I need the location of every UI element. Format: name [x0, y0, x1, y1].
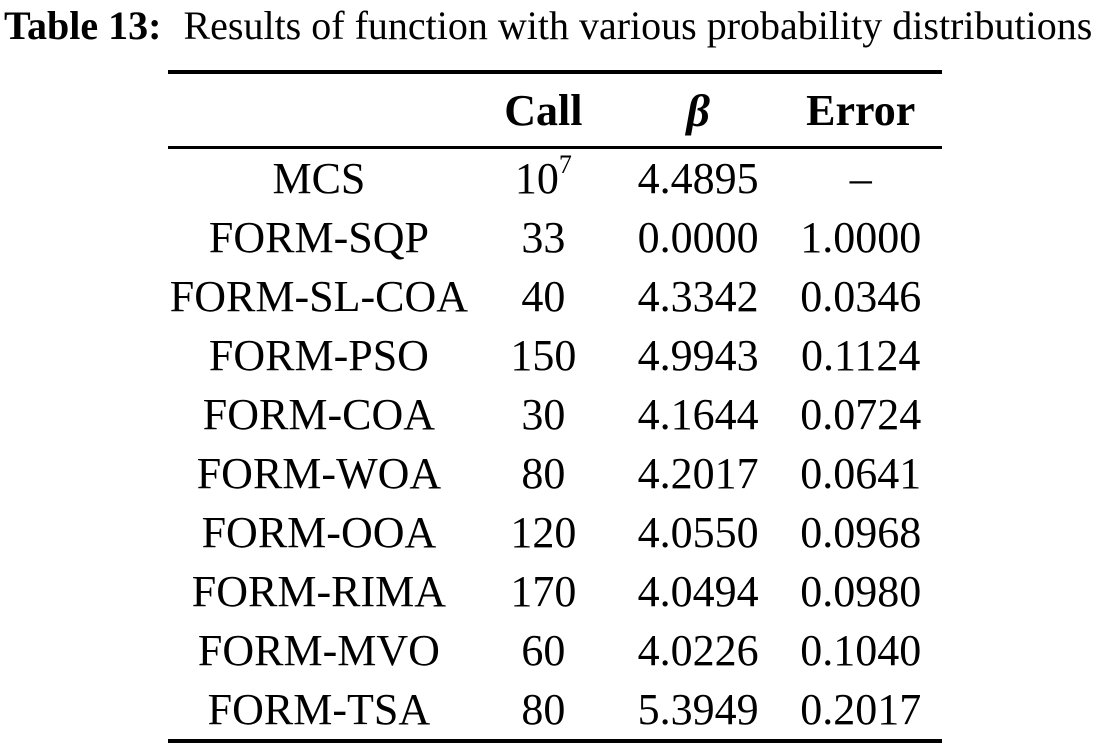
call-value: 40: [521, 271, 566, 321]
results-table: Call β Error MCS 107 4.4895 – FORM-SQP 3…: [168, 70, 942, 743]
call-cell: 107: [470, 148, 617, 209]
table-row: FORM-RIMA 170 4.0494 0.0980: [168, 562, 942, 621]
call-value: 80: [521, 684, 566, 734]
beta-cell: 4.0494: [637, 566, 759, 616]
error-cell: 0.0724: [800, 389, 922, 439]
beta-cell: 5.3949: [637, 684, 759, 734]
beta-cell: 4.1644: [637, 389, 759, 439]
table-row: MCS 107 4.4895 –: [168, 148, 942, 209]
call-cell: 80: [470, 444, 617, 503]
method-cell: FORM-WOA: [196, 448, 442, 498]
error-cell: 1.0000: [800, 212, 922, 262]
table-row: FORM-TSA 80 5.3949 0.2017: [168, 680, 942, 741]
error-cell: 0.1124: [801, 330, 921, 380]
call-cell: 80: [470, 680, 617, 741]
method-cell: FORM-OOA: [201, 507, 437, 557]
error-cell: 0.2017: [800, 684, 922, 734]
method-cell: MCS: [272, 153, 366, 203]
table-row: FORM-SL-COA 40 4.3342 0.0346: [168, 267, 942, 326]
call-value: 33: [521, 212, 566, 262]
error-cell: 0.0968: [800, 507, 922, 557]
table-row: FORM-PSO 150 4.9943 0.1124: [168, 326, 942, 385]
col-header-error: Error: [779, 72, 942, 149]
call-cell: 30: [470, 385, 617, 444]
table-row: FORM-MVO 60 4.0226 0.1040: [168, 621, 942, 680]
table-row: FORM-COA 30 4.1644 0.0724: [168, 385, 942, 444]
error-cell: 0.0641: [800, 448, 922, 498]
col-header-call: Call: [469, 72, 617, 149]
method-cell: FORM-COA: [202, 389, 436, 439]
table-row: FORM-WOA 80 4.2017 0.0641: [168, 444, 942, 503]
beta-cell: 0.0000: [637, 212, 759, 262]
call-value: 170: [510, 566, 577, 616]
beta-cell: 4.9943: [637, 330, 759, 380]
error-cell: –: [849, 153, 872, 203]
table-row: FORM-OOA 120 4.0550 0.0968: [168, 503, 942, 562]
call-cell: 60: [470, 621, 617, 680]
table-caption: Table 13: Results of function with variou…: [4, 0, 1092, 52]
table-header: Call β Error: [168, 72, 942, 149]
method-cell: FORM-MVO: [197, 625, 440, 675]
method-cell: FORM-TSA: [207, 684, 431, 734]
method-cell: FORM-SQP: [208, 212, 429, 262]
beta-cell: 4.4895: [637, 153, 759, 203]
call-cell: 33: [470, 208, 617, 267]
caption-label: Table 13:: [4, 3, 162, 48]
method-cell: FORM-RIMA: [191, 566, 447, 616]
call-value: 30: [521, 389, 566, 439]
call-value: 150: [510, 330, 577, 380]
error-cell: 0.1040: [800, 625, 922, 675]
call-cell: 170: [470, 562, 617, 621]
method-cell: FORM-SL-COA: [169, 271, 469, 321]
beta-cell: 4.3342: [637, 271, 759, 321]
table-row: FORM-SQP 33 0.0000 1.0000: [168, 208, 942, 267]
call-value: 120: [510, 507, 577, 557]
call-cell: 40: [470, 267, 617, 326]
call-exponent: 7: [558, 149, 572, 179]
caption-text: Results of function with various probabi…: [183, 3, 1093, 48]
call-cell: 150: [470, 326, 617, 385]
call-value: 60: [521, 625, 566, 675]
error-cell: 0.0346: [800, 271, 922, 321]
col-header-method: [168, 72, 470, 149]
error-cell: 0.0980: [800, 566, 922, 616]
table-body: MCS 107 4.4895 – FORM-SQP 33 0.0000 1.00…: [168, 148, 942, 742]
col-header-beta: β: [616, 72, 780, 149]
header-row: Call β Error: [168, 72, 942, 149]
call-value: 80: [521, 448, 566, 498]
beta-cell: 4.2017: [637, 448, 759, 498]
beta-cell: 4.0550: [637, 507, 759, 557]
results-table-container: Call β Error MCS 107 4.4895 – FORM-SQP 3…: [168, 70, 942, 743]
beta-cell: 4.0226: [637, 625, 759, 675]
call-value: 10: [514, 153, 559, 203]
call-cell: 120: [470, 503, 617, 562]
method-cell: FORM-PSO: [208, 330, 429, 380]
